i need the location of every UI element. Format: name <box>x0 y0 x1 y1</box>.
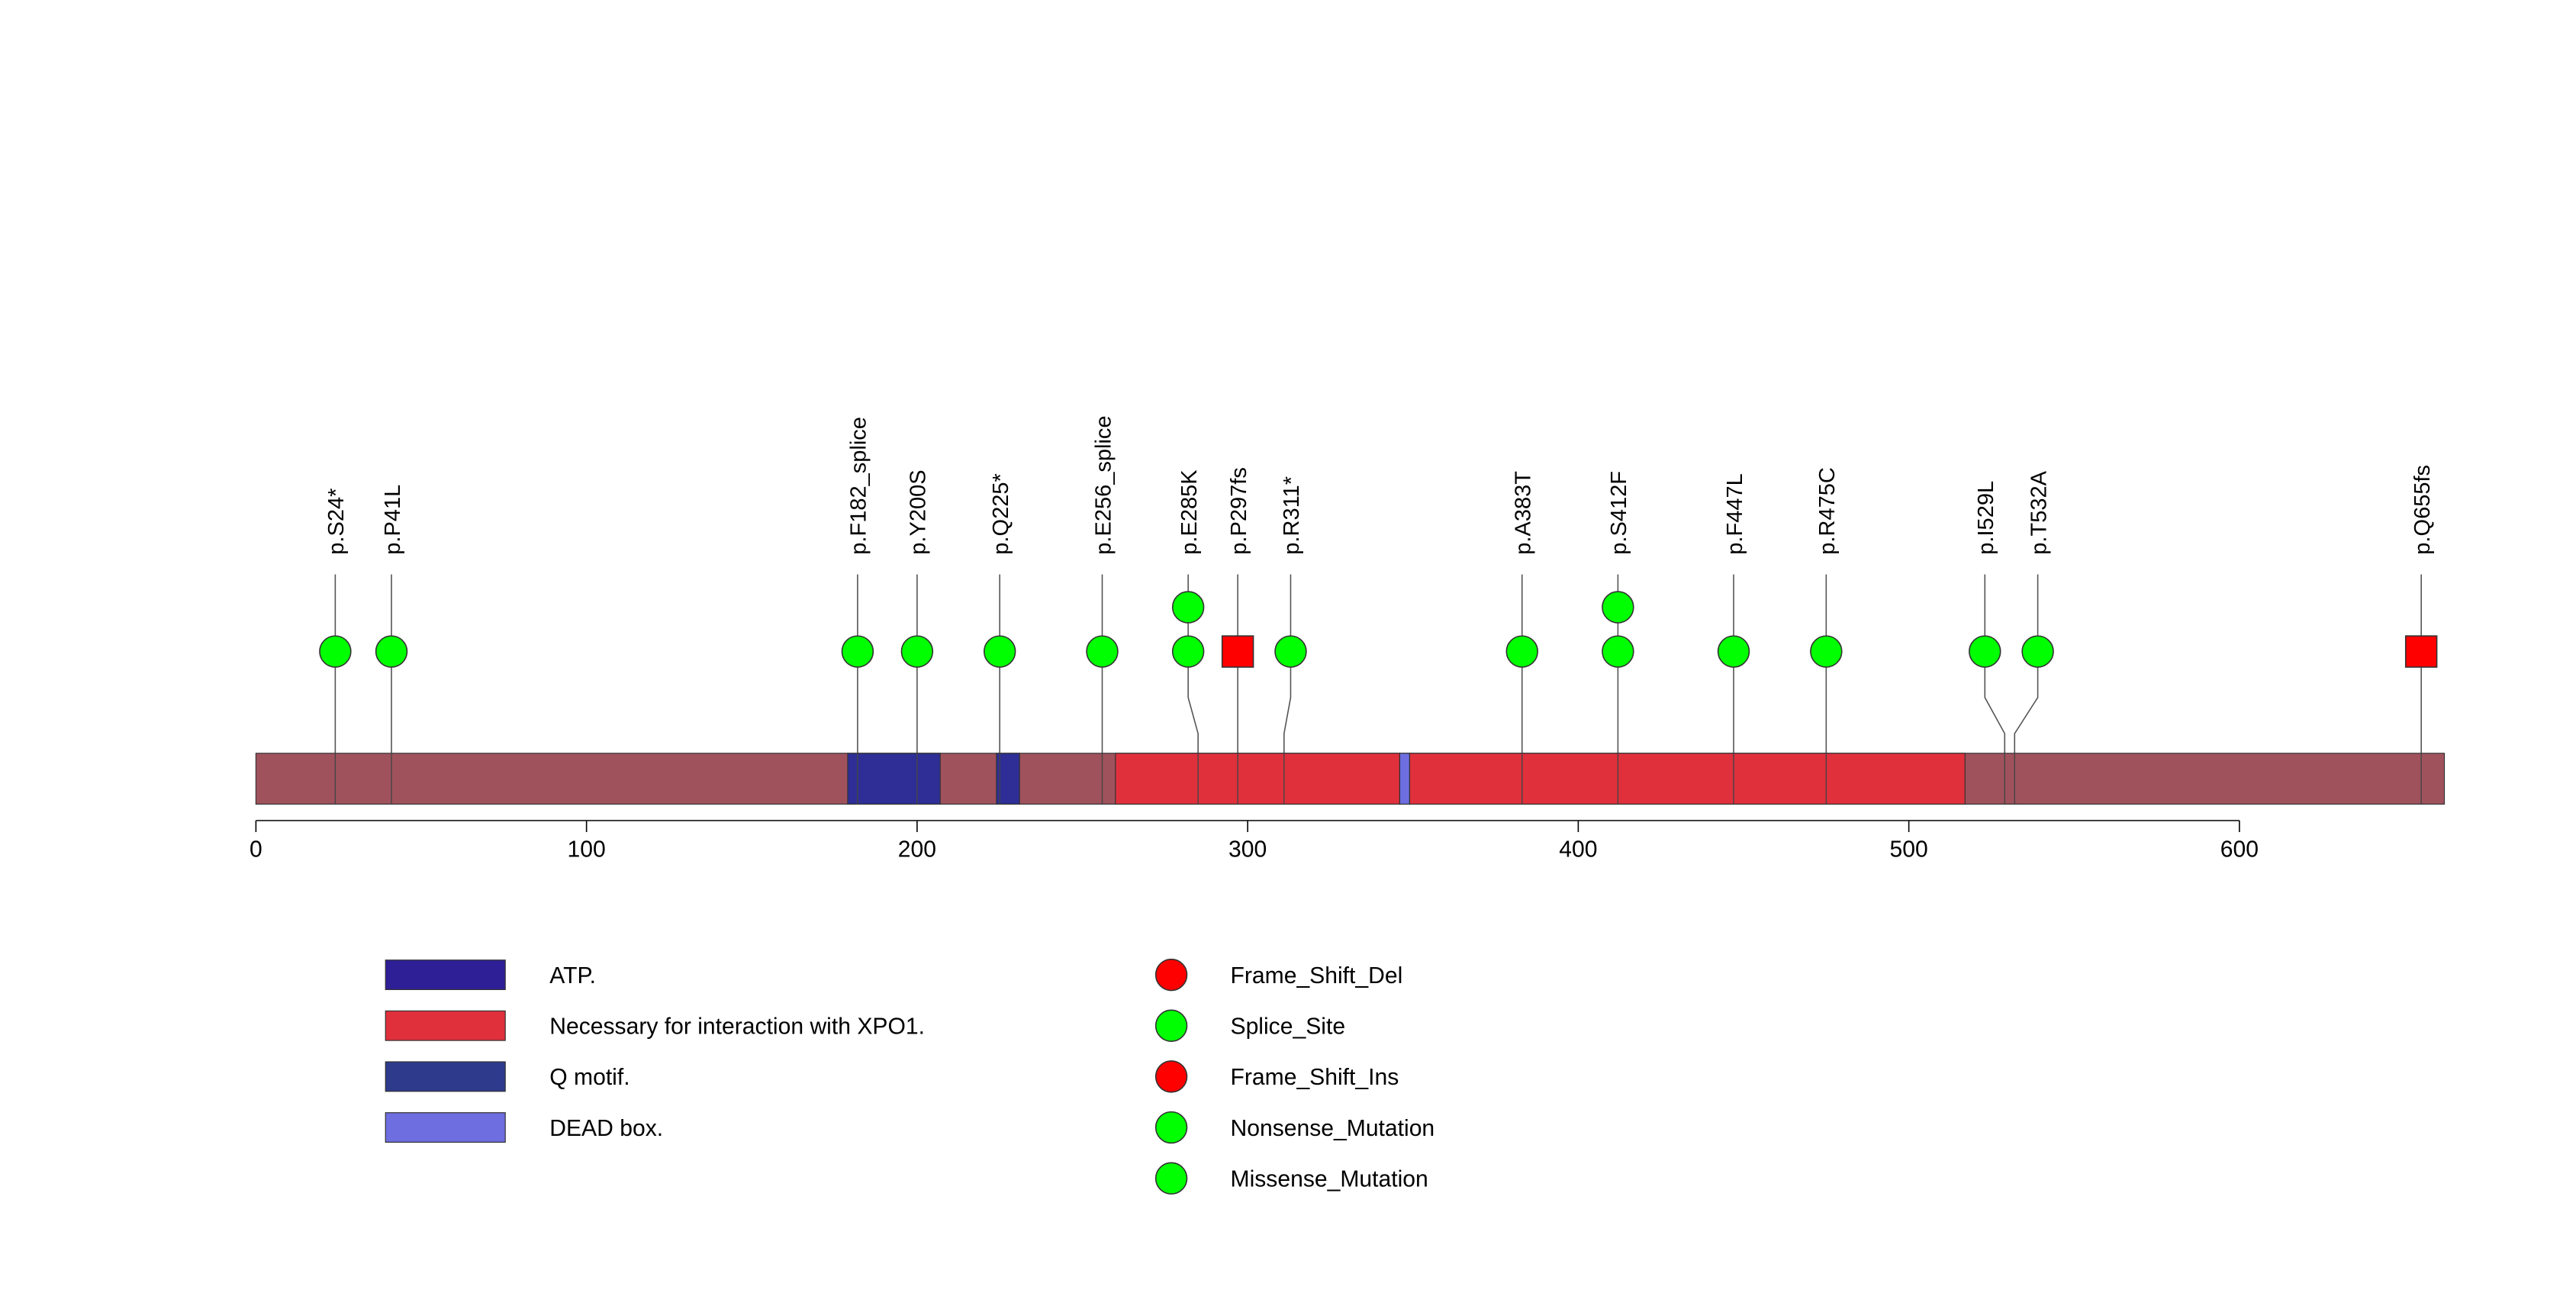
mutation-marker-circle <box>375 635 408 668</box>
mutation-label: p.E256_splice <box>1091 415 1116 554</box>
legend: ATP. Necessary for interaction with XPO1.… <box>385 958 1435 1195</box>
mutation-marker-square <box>1221 635 1254 668</box>
mutation-marker-circle <box>2021 635 2054 668</box>
legend-mutation-label: Frame_Shift_Del <box>1231 963 1403 988</box>
legend-domain-label: Q motif. <box>549 1065 630 1090</box>
mutation-label: p.Q225* <box>989 473 1013 554</box>
mutation-label: p.P41L <box>381 485 405 555</box>
legend-domain-swatch <box>385 1010 506 1041</box>
legend-mutation-swatch <box>1154 958 1188 992</box>
mutation-label: p.F447L <box>1723 473 1747 554</box>
domain-5 <box>1409 753 1966 805</box>
x-tick-label: 100 <box>568 837 606 862</box>
mutation-labels: p.S24* p.P41L p.F182_splice p.Y200S p.Q225* p… <box>324 415 2435 554</box>
mutation-label: p.E285K <box>1177 469 1202 555</box>
legend-mutation-swatch <box>1154 1162 1188 1195</box>
domain-2 <box>996 753 1020 805</box>
legend-domain-label: ATP. <box>549 963 596 988</box>
mutation-label: p.P297fs <box>1227 467 1251 555</box>
mutation-marker-circle <box>1717 635 1750 668</box>
mutation-label: p.T532A <box>2027 470 2051 554</box>
x-tick-label: 0 <box>250 837 262 862</box>
mutation-marker-circle <box>1171 635 1205 668</box>
legend-mutation-label: Splice_Site <box>1231 1014 1346 1040</box>
mutation-marker-circle <box>319 635 352 668</box>
legend-mutation-swatch <box>1154 1111 1188 1144</box>
mutation-marker-circle <box>841 635 874 668</box>
legend-mutation-swatch <box>1154 1009 1188 1042</box>
mutation-label: p.S24* <box>324 489 349 555</box>
x-axis: 0 100 200 300 400 500 600 <box>250 820 2259 862</box>
protein-backbone-layer <box>255 753 2446 805</box>
mutation-marker-circle <box>1602 635 1634 668</box>
domain-3 <box>1115 753 1401 805</box>
mutation-label: p.F182_splice <box>847 417 871 555</box>
mutation-label: p.I529L <box>1974 481 1998 555</box>
legend-mutation-label: Missense_Mutation <box>1231 1166 1428 1192</box>
mutation-label: p.S412F <box>1607 471 1631 555</box>
mutation-marker-circle <box>1969 635 2001 668</box>
mutation-marker-circle <box>1602 591 1634 624</box>
mutation-marker-circle <box>1505 635 1538 668</box>
mutation-label: p.Y200S <box>906 469 931 554</box>
legend-mutation-label: Frame_Shift_Ins <box>1231 1065 1399 1090</box>
x-tick-label: 200 <box>898 837 936 862</box>
x-tick-label: 500 <box>1890 837 1928 862</box>
mutation-label: p.R475C <box>1815 467 1840 555</box>
legend-mutation-label: Nonsense_Mutation <box>1231 1116 1435 1141</box>
domain-4 <box>1399 753 1411 805</box>
legend-domain-swatch <box>385 959 506 991</box>
x-tick-label: 400 <box>1559 837 1597 862</box>
x-tick-label: 300 <box>1228 837 1267 862</box>
mutation-marker-circle <box>1274 635 1307 668</box>
mutation-marker-circle <box>1171 591 1205 624</box>
legend-domain-swatch <box>385 1112 506 1143</box>
mutation-label: p.A383T <box>1511 471 1535 555</box>
x-tick-label: 600 <box>2220 837 2259 862</box>
mutation-marker-square <box>2404 635 2438 668</box>
legend-mutation-swatch <box>1154 1060 1188 1093</box>
mutation-markers <box>319 591 2438 805</box>
mutation-label: p.Q655fs <box>2410 465 2435 555</box>
legend-domain-swatch <box>385 1061 506 1092</box>
mutation-marker-circle <box>1086 635 1119 668</box>
domain-1 <box>847 753 941 805</box>
mutation-marker-circle <box>900 635 934 668</box>
mutation-marker-circle <box>983 635 1016 668</box>
mutation-label: p.R311* <box>1280 476 1304 555</box>
mutation-marker-circle <box>1810 635 1843 668</box>
legend-domain-label: Necessary for interaction with XPO1. <box>549 1014 925 1040</box>
legend-domain-label: DEAD box. <box>549 1116 663 1141</box>
